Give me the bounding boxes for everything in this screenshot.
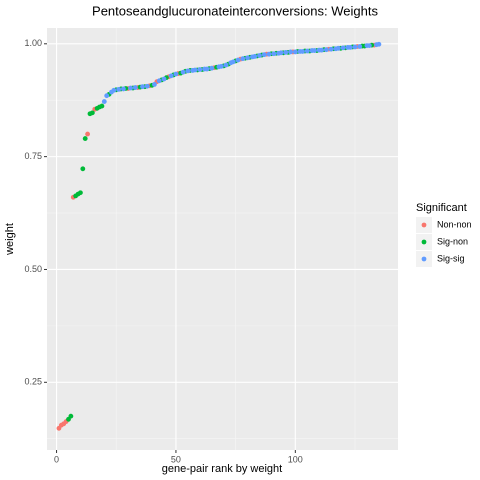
point (328, 46, 334, 52)
point (168, 73, 174, 79)
point (304, 48, 310, 54)
point (366, 43, 372, 49)
point (376, 41, 382, 47)
point (173, 71, 179, 77)
point (266, 51, 272, 57)
point (283, 49, 289, 55)
point (68, 413, 74, 419)
chart-title: Pentoseandglucuronateinterconversions: W… (92, 3, 378, 18)
point (78, 190, 83, 196)
y-axis-label: weight (4, 223, 16, 256)
point (347, 45, 353, 50)
point (357, 44, 363, 49)
x-tick-label: 0 (54, 454, 59, 464)
x-tick-label: 100 (288, 454, 303, 464)
point (261, 52, 267, 58)
point (323, 47, 329, 53)
point (161, 76, 167, 82)
point (278, 50, 284, 56)
point (197, 67, 203, 72)
point (132, 85, 138, 90)
y-tick-label: 1.00 (24, 38, 42, 48)
legend-marker (421, 239, 427, 245)
point (128, 85, 133, 91)
point (101, 99, 107, 104)
point (252, 54, 258, 59)
point (152, 82, 157, 87)
point (80, 166, 86, 172)
point (300, 49, 305, 54)
point (240, 56, 246, 62)
point (271, 51, 277, 57)
legend-label: Non-non (437, 219, 472, 229)
point (312, 48, 317, 53)
point (192, 67, 198, 73)
point (340, 45, 346, 51)
point (104, 93, 110, 99)
point (89, 110, 95, 116)
point (209, 65, 215, 71)
point (245, 55, 250, 61)
point (235, 57, 241, 63)
point (140, 84, 145, 90)
point (82, 136, 88, 141)
legend-label: Sig-sig (437, 253, 465, 263)
legend-marker (421, 222, 427, 228)
point (99, 103, 105, 109)
point (144, 83, 150, 89)
y-tick-label: 0.50 (24, 264, 42, 274)
point (204, 66, 210, 72)
legend-title: Significant (416, 202, 467, 214)
y-tick-label: 0.25 (24, 377, 42, 387)
x-axis-label: gene-pair rank by weight (162, 463, 282, 475)
panel (47, 28, 398, 450)
point (180, 69, 186, 75)
point (121, 86, 126, 92)
legend-marker (421, 256, 427, 262)
point (292, 49, 298, 55)
legend-label: Sig-non (437, 236, 468, 246)
point (116, 86, 122, 92)
point (352, 44, 358, 50)
point (230, 59, 236, 65)
point (288, 49, 293, 55)
x-tick-label: 50 (171, 454, 181, 464)
y-tick-label: 0.75 (24, 151, 42, 161)
point (218, 63, 224, 69)
point (156, 78, 162, 84)
point (335, 45, 341, 51)
point (319, 47, 324, 53)
point (185, 68, 191, 74)
point (85, 131, 90, 137)
point (223, 62, 229, 68)
point (111, 87, 117, 93)
point (257, 53, 262, 58)
